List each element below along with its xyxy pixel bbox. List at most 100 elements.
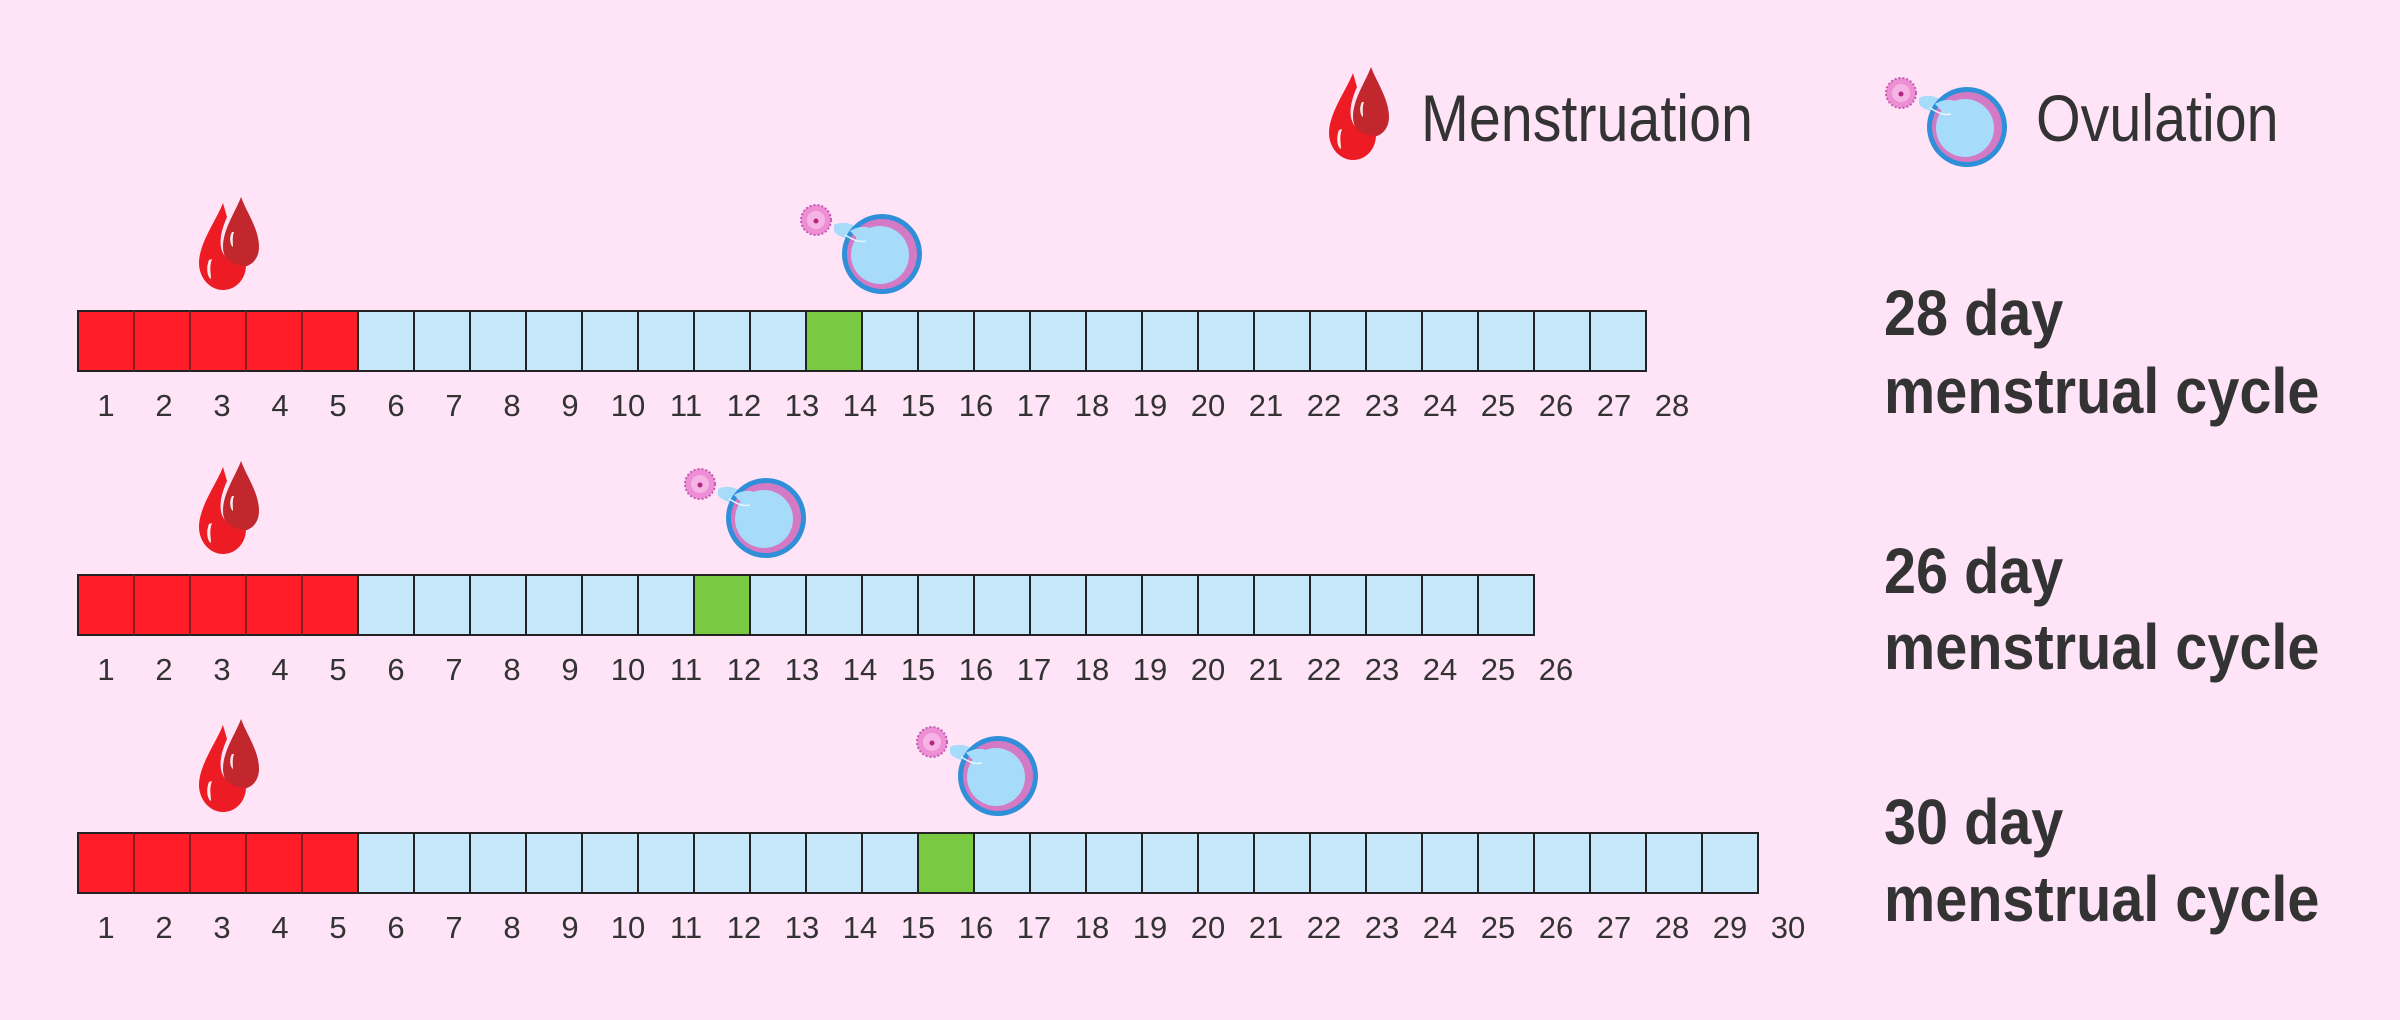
- day-label: 5: [329, 910, 347, 945]
- day-cell-ovulation: [805, 310, 863, 372]
- day-cell-regular: [525, 310, 583, 372]
- day-label: 25: [1480, 910, 1516, 945]
- day-cell-regular: [1309, 832, 1367, 894]
- cycle-bar-28-day: [77, 310, 1647, 372]
- day-label: 3: [213, 388, 231, 423]
- blood-drops-icon: [195, 719, 263, 812]
- day-label: 16: [958, 652, 994, 687]
- day-cell-regular: [1421, 310, 1479, 372]
- day-label: 1: [97, 388, 115, 423]
- day-label: 16: [958, 388, 994, 423]
- day-cell-regular: [805, 832, 863, 894]
- day-cell-regular: [637, 310, 695, 372]
- day-cell-regular: [525, 832, 583, 894]
- day-label: 26: [1538, 652, 1574, 687]
- day-labels-26-day: 1 2 3 4 5 6 7 8 9 10 11 12 13 14 15 16 17 18 19 20 21 22 23 24 2…: [77, 654, 1585, 685]
- day-cell-regular: [1085, 310, 1143, 372]
- day-label: 17: [1016, 910, 1052, 945]
- day-cell-regular: [1365, 574, 1423, 636]
- blood-drops-icon: [195, 461, 263, 554]
- day-cell-regular: [469, 574, 527, 636]
- day-cell-regular: [1365, 310, 1423, 372]
- day-label: 25: [1480, 388, 1516, 423]
- day-label: 10: [610, 388, 646, 423]
- day-label: 14: [842, 910, 878, 945]
- day-label: 22: [1306, 388, 1342, 423]
- day-cell-menstruation: [133, 832, 191, 894]
- blood-drops-icon: [195, 197, 263, 290]
- day-label: 18: [1074, 652, 1110, 687]
- day-label: 14: [842, 388, 878, 423]
- day-cell-regular: [581, 310, 639, 372]
- day-label: 7: [445, 388, 463, 423]
- ovulation-follicle-icon: [800, 203, 922, 295]
- day-cell-regular: [1253, 310, 1311, 372]
- day-label: 6: [387, 388, 405, 423]
- menstruation-drops-icon-28-day: [195, 197, 263, 290]
- day-label: 10: [610, 910, 646, 945]
- ovulation-follicle-icon: [684, 467, 806, 559]
- cycle-bar-30-day: [77, 832, 1759, 894]
- day-cell-menstruation: [245, 574, 303, 636]
- day-label: 3: [213, 910, 231, 945]
- day-cell-regular: [693, 832, 751, 894]
- blood-drops-icon: [1325, 67, 1393, 160]
- day-cell-menstruation: [77, 310, 135, 372]
- day-label: 20: [1190, 652, 1226, 687]
- cycle-bar-26-day: [77, 574, 1535, 636]
- day-cell-regular: [1421, 574, 1479, 636]
- ovulation-follicle-icon: [1885, 76, 2007, 168]
- legend-label-ovulation: Ovulation: [2036, 81, 2279, 155]
- day-label: 3: [213, 652, 231, 687]
- day-label: 5: [329, 652, 347, 687]
- day-cell-regular: [749, 310, 807, 372]
- day-cell-regular: [861, 832, 919, 894]
- day-cell-regular: [1309, 310, 1367, 372]
- day-label: 18: [1074, 388, 1110, 423]
- day-label: 9: [561, 910, 579, 945]
- row-subtitle-30-day: menstrual cycle: [1884, 863, 2320, 935]
- day-label: 7: [445, 910, 463, 945]
- day-cell-menstruation: [77, 832, 135, 894]
- day-cell-regular: [973, 832, 1031, 894]
- day-cell-menstruation: [301, 832, 359, 894]
- day-cell-regular: [1197, 310, 1255, 372]
- day-label: 28: [1654, 910, 1690, 945]
- day-cell-regular: [1477, 574, 1535, 636]
- day-label: 12: [726, 652, 762, 687]
- day-label: 20: [1190, 388, 1226, 423]
- day-label: 1: [97, 910, 115, 945]
- day-label: 11: [669, 388, 703, 423]
- day-label: 13: [784, 388, 820, 423]
- day-label: 4: [271, 388, 289, 423]
- day-label: 1: [97, 652, 115, 687]
- day-label: 15: [900, 388, 936, 423]
- day-label: 4: [271, 910, 289, 945]
- day-cell-regular: [1701, 832, 1759, 894]
- ovulation-follicle-icon: [916, 725, 1038, 817]
- day-label: 28: [1654, 388, 1690, 423]
- day-cell-regular: [1141, 574, 1199, 636]
- day-label: 15: [900, 652, 936, 687]
- day-cell-regular: [637, 574, 695, 636]
- day-cell-regular: [1253, 832, 1311, 894]
- day-cell-regular: [973, 574, 1031, 636]
- ovulation-icon-30-day: [916, 725, 1038, 817]
- day-cell-regular: [861, 574, 919, 636]
- day-label: 30: [1770, 910, 1806, 945]
- day-label: 25: [1480, 652, 1516, 687]
- day-label: 12: [726, 910, 762, 945]
- day-label: 23: [1364, 388, 1400, 423]
- day-cell-regular: [1085, 832, 1143, 894]
- day-label: 2: [155, 652, 173, 687]
- day-labels-30-day: 1 2 3 4 5 6 7 8 9 10 11 12 13 14 15 16 17 18 19 20 21 22 23 24 2…: [77, 912, 1817, 943]
- row-title-28-day: 28 day: [1884, 277, 2064, 349]
- day-cell-regular: [469, 310, 527, 372]
- day-label: 21: [1248, 652, 1284, 687]
- day-label: 17: [1016, 652, 1052, 687]
- row-title-26-day: 26 day: [1884, 535, 2064, 607]
- day-cell-regular: [637, 832, 695, 894]
- day-cell-regular: [525, 574, 583, 636]
- day-cell-regular: [357, 832, 415, 894]
- day-label: 27: [1596, 388, 1632, 423]
